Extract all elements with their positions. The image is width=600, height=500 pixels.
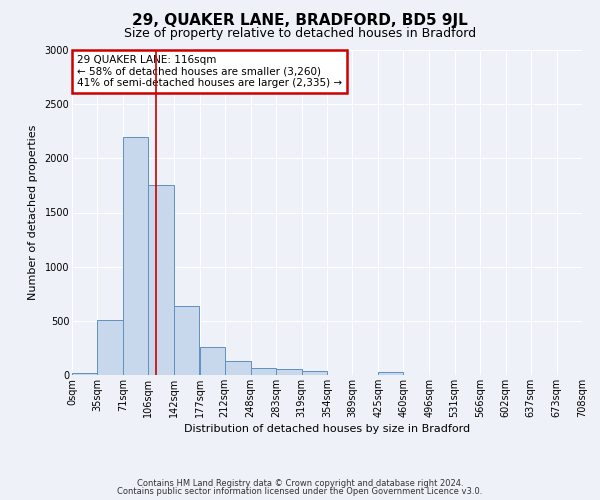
- Bar: [148, 186, 174, 375]
- Text: Size of property relative to detached houses in Bradford: Size of property relative to detached ho…: [124, 28, 476, 40]
- Text: Contains HM Land Registry data © Crown copyright and database right 2024.: Contains HM Land Registry data © Crown c…: [137, 478, 463, 488]
- Text: 29, QUAKER LANE, BRADFORD, BD5 9JL: 29, QUAKER LANE, BRADFORD, BD5 9JL: [132, 12, 468, 28]
- Bar: [97, 320, 123, 375]
- Y-axis label: Number of detached properties: Number of detached properties: [28, 125, 38, 300]
- X-axis label: Distribution of detached houses by size in Bradford: Distribution of detached houses by size …: [184, 424, 470, 434]
- Bar: [225, 361, 251, 375]
- Bar: [251, 368, 276, 375]
- Bar: [199, 347, 225, 375]
- Bar: [302, 371, 327, 375]
- Bar: [174, 306, 199, 375]
- Bar: [276, 368, 302, 375]
- Text: Contains public sector information licensed under the Open Government Licence v3: Contains public sector information licen…: [118, 487, 482, 496]
- Bar: [72, 373, 97, 375]
- Bar: [123, 136, 148, 375]
- Text: 29 QUAKER LANE: 116sqm
← 58% of detached houses are smaller (3,260)
41% of semi-: 29 QUAKER LANE: 116sqm ← 58% of detached…: [77, 55, 342, 88]
- Bar: [378, 372, 403, 375]
